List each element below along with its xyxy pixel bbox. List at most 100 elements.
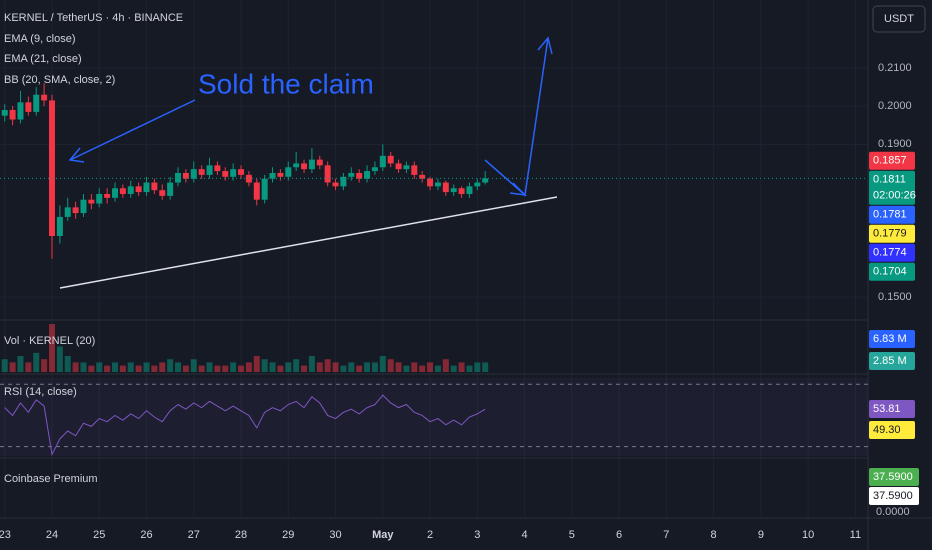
volume-label-box [869,352,915,370]
rsi-label: 53.81 [873,403,901,415]
volume-bar [379,356,386,372]
volume-bar [167,359,174,372]
volume-label: 2.85 M [873,355,907,367]
price-label: 0.1781 [873,209,907,221]
volume-bar [17,356,24,372]
candle-body [293,163,300,168]
indicator-label: EMA (21, close) [4,53,82,65]
volume-bar [332,362,339,372]
candle-body [253,182,260,200]
premium-label: 37.5900 [873,490,913,502]
volume-bar [80,362,87,372]
volume-bar [269,362,276,372]
candle-body [56,216,63,236]
x-tick-label: 6 [616,529,622,541]
x-tick-label: 25 [93,529,105,541]
candle-body [238,169,245,175]
currency[interactable]: USDT [884,13,914,25]
volume-bar [182,365,189,372]
premium-label-box [869,487,919,505]
volume-bar [434,365,441,372]
volume-bar [111,362,118,372]
candle-body [474,182,481,187]
y-tick-label: 0.1900 [878,138,912,150]
candle-body [316,159,323,166]
volume-bar [340,365,347,372]
candle-body [301,163,308,170]
price-label-box [869,224,915,243]
volume-bar [175,362,182,372]
candle-body [466,186,473,194]
premium-label: 37.5900 [873,471,913,483]
volume-bar [119,365,126,372]
candle-body [332,182,339,187]
y-tick-label: 0.1500 [878,291,912,303]
candle-body [214,165,221,172]
candle-body [48,100,55,236]
volume-bar [474,362,481,372]
volume-bar [277,365,284,372]
volume-bar [104,365,111,372]
x-tick-label: 5 [569,529,575,541]
candle-body [159,190,166,196]
rsi-label-box [869,400,915,418]
candle-body [348,172,355,177]
currency-box[interactable] [872,5,926,33]
volume-bar [41,359,48,372]
trend-line [59,196,558,289]
volume-bar [159,362,166,372]
candle-body [80,199,87,214]
candle-body [111,188,118,198]
x-tick-label: 7 [663,529,669,541]
volume-bar [238,365,245,372]
volume-bar [301,365,308,372]
x-tick-label: 26 [140,529,152,541]
volume-bar [450,365,457,372]
volume-bar [387,359,394,372]
rsi-line [4,394,486,457]
x-tick-label: 11 [850,529,861,541]
chart-title: KERNEL / TetherUS · 4h · BINANCE [4,12,183,24]
annotation-text: Sold the claim [198,68,374,99]
candle-body [119,188,126,194]
volume-bar [466,365,473,372]
volume-bar [324,359,331,372]
volume-bar [261,359,268,372]
volume-bar [442,359,449,372]
candle-body [261,178,268,200]
premium-title: Coinbase Premium [4,473,98,485]
volume-bar [143,362,150,372]
candle-body [442,182,449,193]
candle-body [206,165,213,175]
candle-body [364,171,371,179]
volume-bar [1,359,8,372]
x-tick-label: 23 [0,529,11,541]
candle-body [277,172,284,177]
volume-bar [308,356,315,372]
price-label: 0.1704 [873,266,907,278]
volume-bar [135,365,142,372]
candle-body [64,207,71,217]
rsi-band [0,378,868,456]
volume-label-box [869,330,915,348]
volume-bar [127,362,134,372]
candle-body [167,182,174,196]
volume-bar [316,362,323,372]
price-label-box [869,151,915,170]
candle-body [371,167,378,172]
volume-bar [411,362,418,372]
volume-bar [293,359,300,372]
candle-body [450,188,457,193]
arrow-head [509,182,528,197]
volume-bar [190,359,197,372]
candle-body [72,207,79,214]
candle-body [33,94,40,112]
candle-body [96,193,103,204]
x-tick-label: 10 [802,529,814,541]
candle-body [1,109,8,116]
volume-bar [33,352,40,372]
candle-body [104,193,111,198]
candle-body [411,165,418,175]
